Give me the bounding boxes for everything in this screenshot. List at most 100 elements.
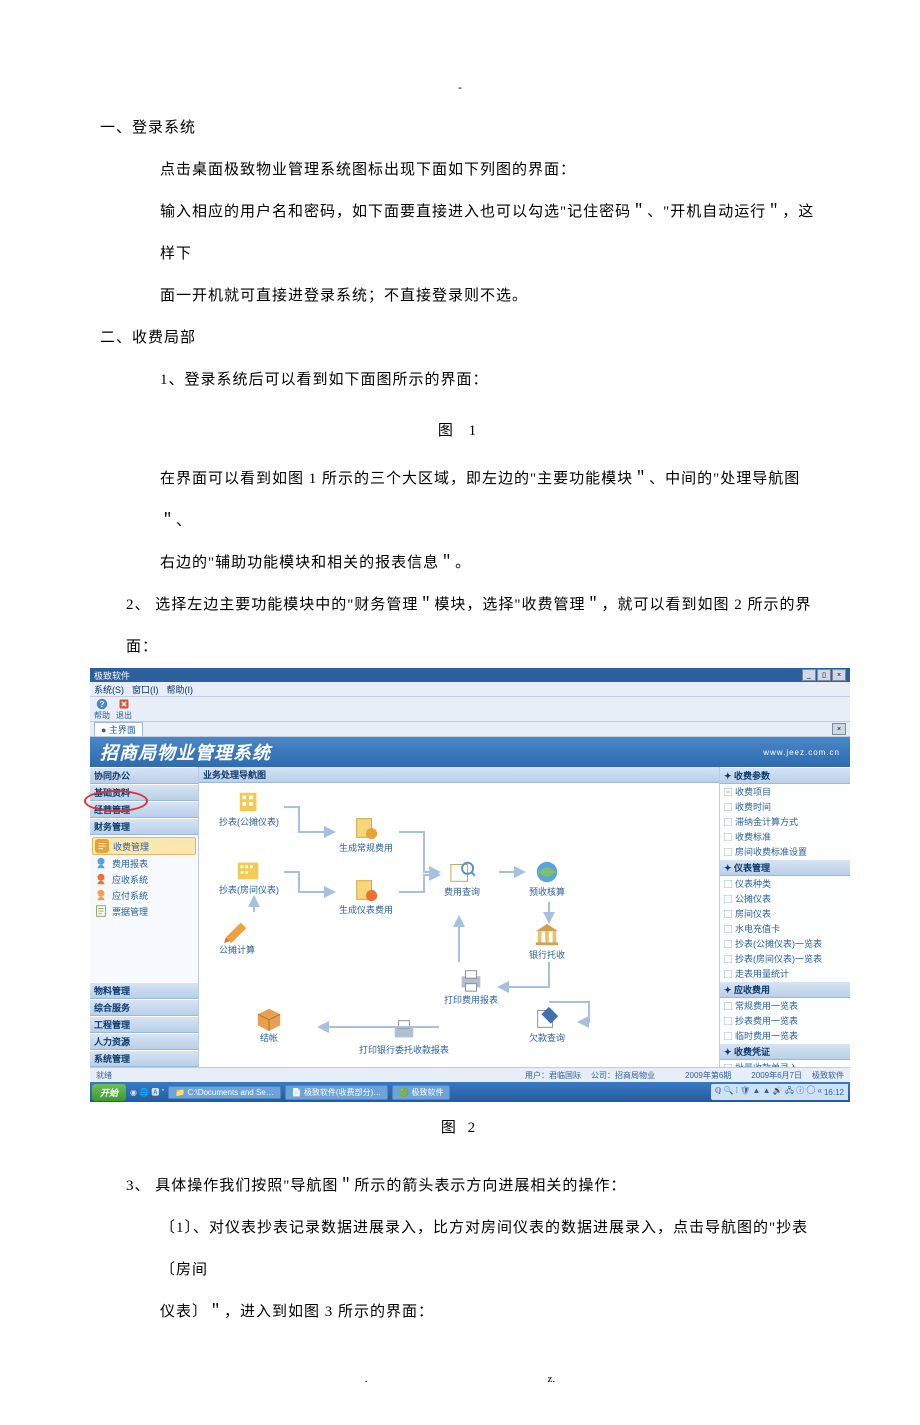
r-item[interactable]: 收费标准 (720, 829, 850, 844)
left-sidebar: 协同办公 基础资料 经营管理 财务管理 收费管理 费用报表 (90, 767, 199, 1067)
tab-main[interactable]: ● 主界面 (94, 722, 143, 736)
para-fig1-desc-2: 右边的"辅助功能模块和相关的报表信息＂。 (100, 542, 820, 584)
bullet-icon (724, 895, 732, 903)
bullet-icon (724, 955, 732, 963)
bullet-icon (724, 788, 732, 796)
window-controls: _ ▯ × (802, 669, 846, 681)
sidebar-item-fee-mgmt[interactable]: 收费管理 (92, 837, 196, 855)
fee-icon (95, 839, 109, 853)
bullet-icon (724, 880, 732, 888)
help-button[interactable]: ? 帮助 (94, 698, 110, 721)
r-item[interactable]: 抄表(房间仪表)一览表 (720, 951, 850, 966)
banner: 招商局物业管理系统 www.jeez.com.cn (90, 737, 850, 767)
sidebar-item-bills[interactable]: 票据管理 (92, 903, 196, 919)
status-date: 2009年6月7日 (751, 1070, 802, 1081)
footer-dot: . (365, 1373, 368, 1385)
bullet-icon (724, 910, 732, 918)
para-fee-1: 1、登录系统后可以看到如下面图所示的界面： (100, 359, 820, 401)
window-titlebar[interactable]: 极致软件 _ ▯ × (90, 668, 850, 682)
minimize-button[interactable]: _ (802, 669, 816, 681)
ap-icon (94, 888, 108, 902)
r-item[interactable]: 走表用量统计 (720, 966, 850, 981)
banner-url: www.jeez.com.cn (763, 748, 840, 757)
figure-2-caption: 图 2 (100, 1116, 820, 1137)
bullet-icon (724, 833, 732, 841)
acc-material[interactable]: 物料管理 (90, 982, 198, 999)
r-item[interactable]: 水电充值卡 (720, 921, 850, 936)
close-button[interactable]: × (832, 669, 846, 681)
svg-text:?: ? (99, 700, 104, 709)
sidebar-item-ap[interactable]: 应付系统 (92, 887, 196, 903)
para-step-3-1: 〔1〕、对仪表抄表记录数据进展录入，比方对房间仪表的数据进展录入，点击导航图的"… (100, 1207, 820, 1291)
r-item[interactable]: 房间收费标准设置 (720, 844, 850, 859)
r-group-receivable[interactable]: ✦ 应收费用 (720, 981, 850, 998)
para-fig1-desc-1: 在界面可以看到如图 1 所示的三个大区域，即左边的"主要功能模块＂、中间的"处理… (100, 458, 820, 542)
task-word[interactable]: 📄 极致软件(收费部分)… (285, 1085, 389, 1100)
acc-finance[interactable]: 财务管理 (90, 818, 198, 835)
r-item[interactable]: 收费项目 (720, 784, 850, 799)
tabbar: ● 主界面 × (90, 722, 850, 737)
acc-hr[interactable]: 人力资源 (90, 1033, 198, 1050)
acc-service[interactable]: 综合服务 (90, 999, 198, 1016)
r-item[interactable]: 滞纳金计算方式 (720, 814, 850, 829)
footer-z: z. (548, 1373, 556, 1385)
app-title: 极致软件 (94, 669, 130, 682)
r-item[interactable]: 收费时间 (720, 799, 850, 814)
toolbar: ? 帮助 退出 (90, 697, 850, 722)
exit-icon (118, 698, 130, 710)
acc-basic[interactable]: 基础资料 (90, 784, 198, 801)
bullet-icon (724, 1017, 732, 1025)
r-item[interactable]: 常规费用一览表 (720, 998, 850, 1013)
task-app[interactable]: 🟢 极致软件 (392, 1085, 450, 1100)
status-user: 用户：君临国际 (525, 1070, 581, 1081)
main-body: 协同办公 基础资料 经营管理 财务管理 收费管理 费用报表 (90, 767, 850, 1067)
r-item[interactable]: 抄表费用一览表 (720, 1013, 850, 1028)
status-company: 公司：招商局物业 (591, 1070, 655, 1081)
r-item[interactable]: 房间仪表 (720, 906, 850, 921)
maximize-button[interactable]: ▯ (817, 669, 831, 681)
footer: . z. (100, 1373, 820, 1385)
r-group-voucher[interactable]: ✦ 收费凭证 (720, 1043, 850, 1060)
task-explorer[interactable]: 📁 C:\Documents and Se… (168, 1086, 280, 1099)
finance-submenu: 收费管理 费用报表 应收系统 应付系统 (90, 835, 198, 982)
taskbar: 开始 ◉ 🌐 🅰 ” 📁 C:\Documents and Se… 📄 极致软件… (90, 1082, 850, 1102)
r-group-params[interactable]: ✦ 收费参数 (720, 767, 850, 784)
tab-close-button[interactable]: × (832, 723, 846, 735)
menu-system[interactable]: 系统(S) (94, 683, 124, 696)
acc-biz[interactable]: 经营管理 (90, 801, 198, 818)
right-sidebar: ✦ 收费参数 收费项目 收费时间 滞纳金计算方式 收费标准 房间收费标准设置 ✦… (719, 767, 850, 1067)
bill-icon (94, 904, 108, 918)
acc-collab[interactable]: 协同办公 (90, 767, 198, 784)
bullet-icon (724, 1002, 732, 1010)
acc-project[interactable]: 工程管理 (90, 1016, 198, 1033)
para-step-3-1b: 仪表〕＂，进入到如图 3 所示的界面： (100, 1291, 820, 1333)
bullet-icon (724, 1064, 732, 1068)
system-tray[interactable]: ℚ 🔍 ⁞ 🛡 ▲ ▲ 🔊 🖧 ⓘ ◯ « 16:12 (711, 1084, 848, 1100)
para-step-2: 2、 选择左边主要功能模块中的"财务管理＂模块，选择"收费管理＂，就可以看到如图… (100, 584, 820, 668)
menu-help[interactable]: 帮助(I) (167, 683, 194, 696)
start-button[interactable]: 开始 (92, 1084, 126, 1101)
acc-sys[interactable]: 系统管理 (90, 1050, 198, 1067)
para-login-1: 点击桌面极致物业管理系统图标出现下面如下列图的界面： (100, 149, 820, 191)
screenshot-fig2: 极致软件 _ ▯ × 系统(S) 窗口(I) 帮助(I) ? 帮助 退出 ● 主… (90, 668, 850, 1102)
heading-1: 一、登录系统 (100, 107, 820, 149)
r-item[interactable]: 临时费用一览表 (720, 1028, 850, 1043)
exit-button[interactable]: 退出 (116, 698, 132, 721)
sidebar-item-ar[interactable]: 应收系统 (92, 871, 196, 887)
status-brand: 极致软件 (812, 1070, 844, 1081)
tray-icons: ℚ 🔍 ⁞ 🛡 ▲ ▲ 🔊 🖧 ⓘ ◯ « (715, 1085, 822, 1099)
r-item[interactable]: 仪表种类 (720, 876, 850, 891)
r-item[interactable]: 公摊仪表 (720, 891, 850, 906)
report-icon (94, 856, 108, 870)
para-step-3: 3、 具体操作我们按照"导航图＂所示的箭头表示方向进展相关的操作： (100, 1165, 820, 1207)
tray-time: 16:12 (824, 1088, 844, 1097)
r-item[interactable]: 抄表(公摊仪表)一览表 (720, 936, 850, 951)
bullet-icon (724, 970, 732, 978)
r-item[interactable]: 批量收款单录入 (720, 1060, 850, 1067)
r-group-meter[interactable]: ✦ 仪表管理 (720, 859, 850, 876)
top-dash: - (100, 80, 820, 95)
menu-window[interactable]: 窗口(I) (132, 683, 159, 696)
figure-1-caption: 图 1 (100, 419, 820, 440)
bullet-icon (724, 818, 732, 826)
sidebar-item-fee-report[interactable]: 费用报表 (92, 855, 196, 871)
